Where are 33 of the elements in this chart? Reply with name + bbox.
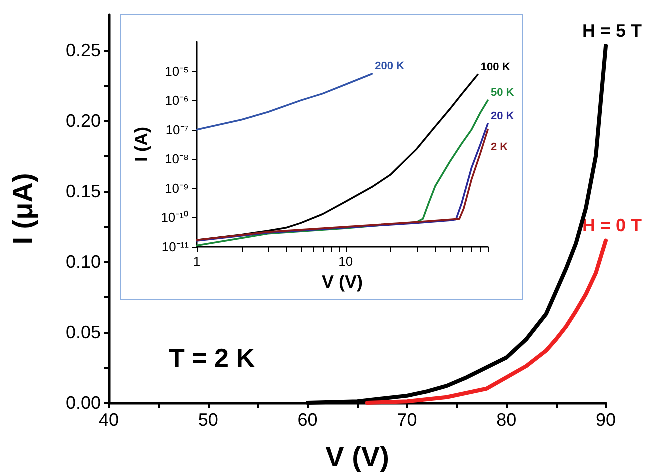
y-tick-label: 0.10 — [66, 252, 101, 272]
y-tick-label: 0.15 — [66, 181, 101, 202]
series-label: 50 K — [491, 87, 514, 100]
annotation: T = 2 K — [169, 343, 256, 373]
y-tick-label: 0.00 — [66, 393, 101, 413]
series-label: H = 0 T — [582, 216, 642, 236]
x-tick-label: 90 — [596, 410, 616, 430]
series-label: 2 K — [491, 141, 508, 154]
x-tick-label: 10 — [338, 254, 354, 269]
x-tick-label: 1 — [193, 254, 201, 269]
x-tick-label: 50 — [198, 410, 218, 430]
y-tick-label: 10⁻¹⁰ — [161, 210, 189, 226]
series-label: H = 5 T — [582, 21, 642, 42]
series-label: 20 K — [491, 110, 514, 122]
y-axis-title: I (μA) — [8, 173, 38, 245]
y-tick-label: 10⁻⁹ — [164, 180, 189, 196]
series-label: 100 K — [480, 61, 510, 74]
y-tick-label: 10⁻⁶ — [165, 93, 189, 108]
series-label: 200 K — [375, 60, 405, 73]
y-tick-label: 10⁻⁷ — [166, 122, 190, 138]
y-axis-title: I (A) — [131, 127, 152, 162]
x-tick-label: 70 — [397, 410, 418, 430]
y-tick-label: 10⁻⁵ — [165, 64, 189, 79]
x-axis-title: V (V) — [326, 442, 390, 472]
y-tick-label: 0.20 — [66, 110, 101, 131]
x-tick-label: 40 — [98, 410, 120, 430]
y-tick-label: 0.05 — [66, 322, 101, 342]
x-axis-title: V (V) — [322, 272, 364, 292]
x-tick-label: 60 — [298, 410, 318, 430]
x-tick-label: 80 — [496, 410, 517, 430]
y-tick-label: 10⁻⁸ — [165, 152, 189, 167]
y-tick-label: 0.25 — [66, 40, 101, 60]
y-tick-label: 10⁻¹¹ — [162, 240, 190, 254]
